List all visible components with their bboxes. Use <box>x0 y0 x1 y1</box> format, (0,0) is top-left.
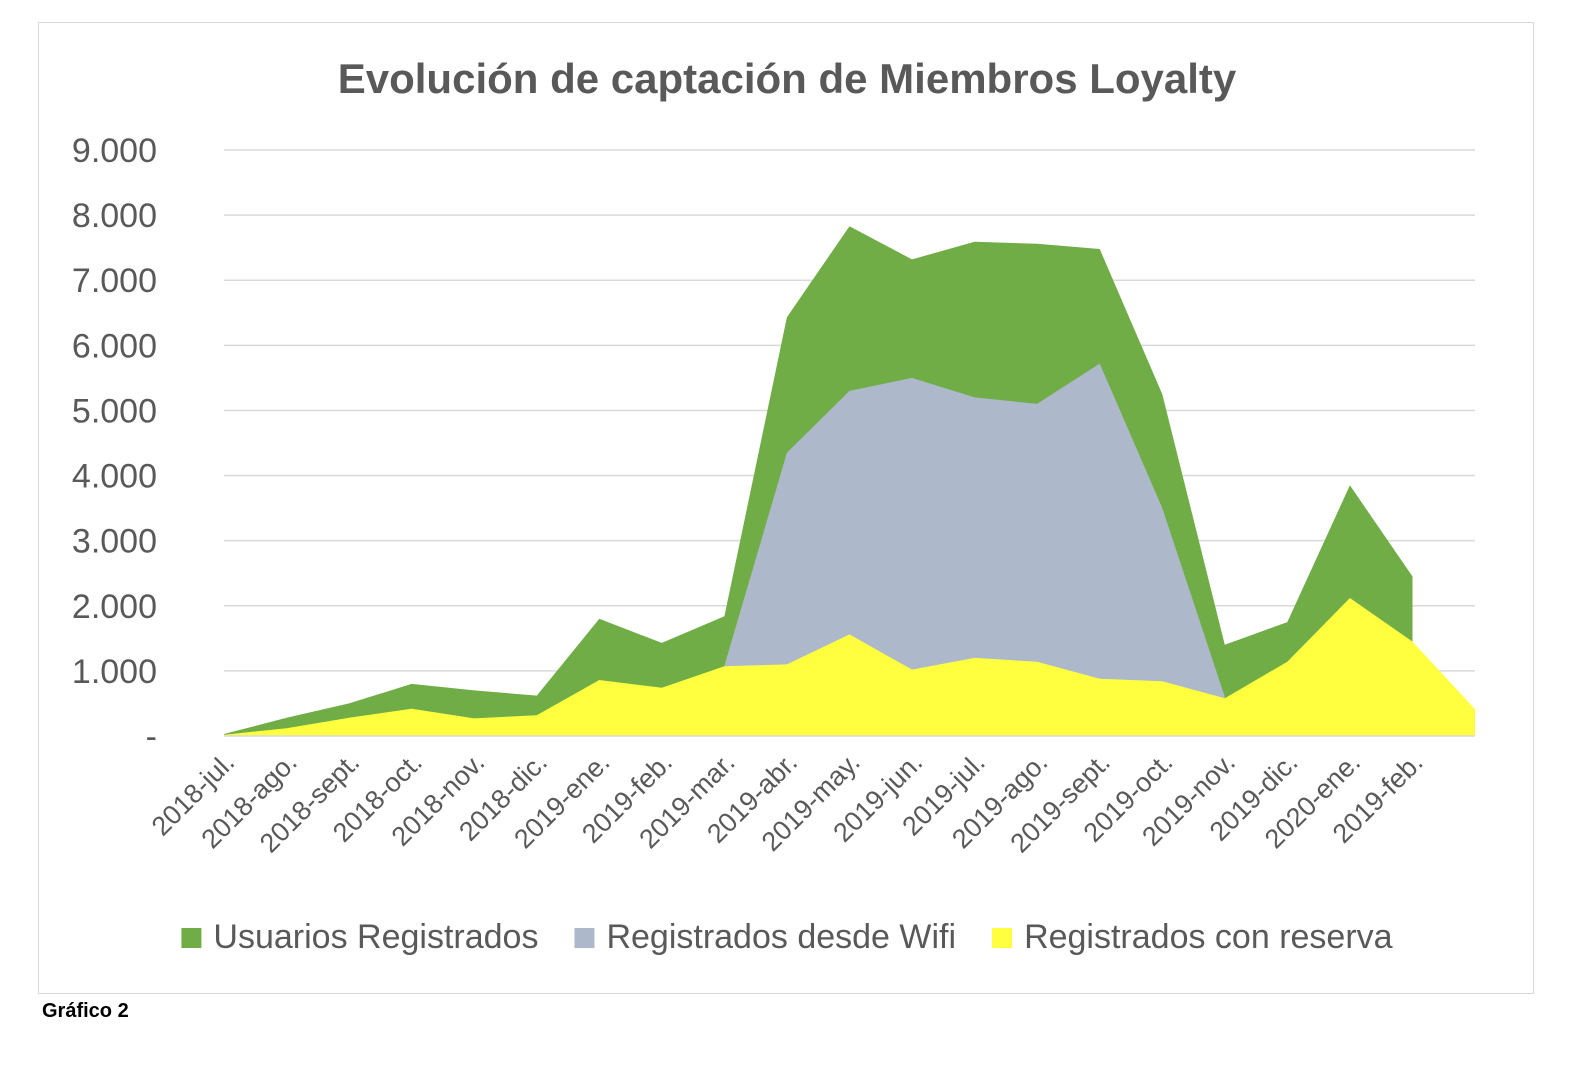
y-tick-label: 4.000 <box>72 458 157 496</box>
legend-swatch <box>992 928 1013 948</box>
figure-caption: Gráfico 2 <box>42 1000 129 1022</box>
legend-item-usuarios-registrados: Usuarios Registrados <box>181 918 538 956</box>
area-registrados-con-reserva <box>224 598 1475 736</box>
y-tick-label: 1.000 <box>72 653 157 691</box>
legend-label: Registrados con reserva <box>1024 918 1393 956</box>
y-tick-label: 6.000 <box>72 327 157 365</box>
y-tick-label: 9.000 <box>72 132 157 170</box>
plot-areas <box>224 226 1475 736</box>
chart-frame: Evolución de captación de Miembros Loyal… <box>38 22 1534 994</box>
y-tick-label: 5.000 <box>72 392 157 430</box>
y-tick-label: 3.000 <box>72 523 157 561</box>
legend-label: Usuarios Registrados <box>213 918 538 956</box>
y-tick-label: 8.000 <box>72 197 157 235</box>
chart-svg: Evolución de captación de Miembros Loyal… <box>72 55 1475 956</box>
legend-item-registrados-desde-wifi: Registrados desde Wifi <box>574 918 956 956</box>
legend-swatch <box>181 928 202 948</box>
legend: Usuarios Registrados Registrados desde Wi… <box>181 918 1393 956</box>
legend-item-registrados-con-reserva: Registrados con reserva <box>992 918 1393 956</box>
legend-swatch <box>574 928 595 948</box>
y-tick-label: - <box>146 718 157 756</box>
chart-title: Evolución de captación de Miembros Loyal… <box>338 55 1237 102</box>
y-tick-label: 2.000 <box>72 588 157 626</box>
axes: - 1.000 2.000 3.000 4.000 5.000 6.000 7.000 8.00… <box>72 132 1475 858</box>
legend-label: Registrados desde Wifi <box>606 918 956 956</box>
y-tick-label: 7.000 <box>72 262 157 300</box>
